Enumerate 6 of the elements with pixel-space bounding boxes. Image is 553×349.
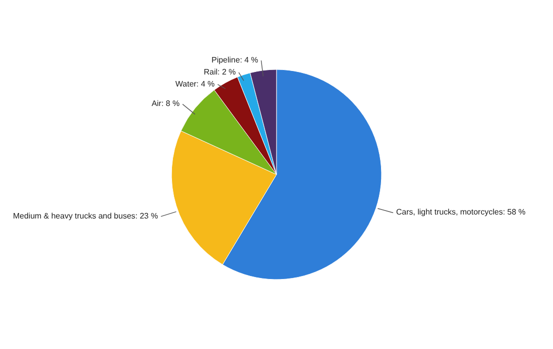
slice-label: Water: 4 % — [175, 79, 215, 88]
slice-label: Medium & heavy trucks and buses: 23 % — [12, 211, 158, 220]
slice-label: Air: 8 % — [152, 99, 180, 108]
slice-label: Rail: 2 % — [204, 67, 236, 76]
slice-label: Cars, light trucks, motorcycles: 58 % — [396, 208, 526, 217]
slice-label: Pipeline: 4 % — [211, 55, 258, 64]
